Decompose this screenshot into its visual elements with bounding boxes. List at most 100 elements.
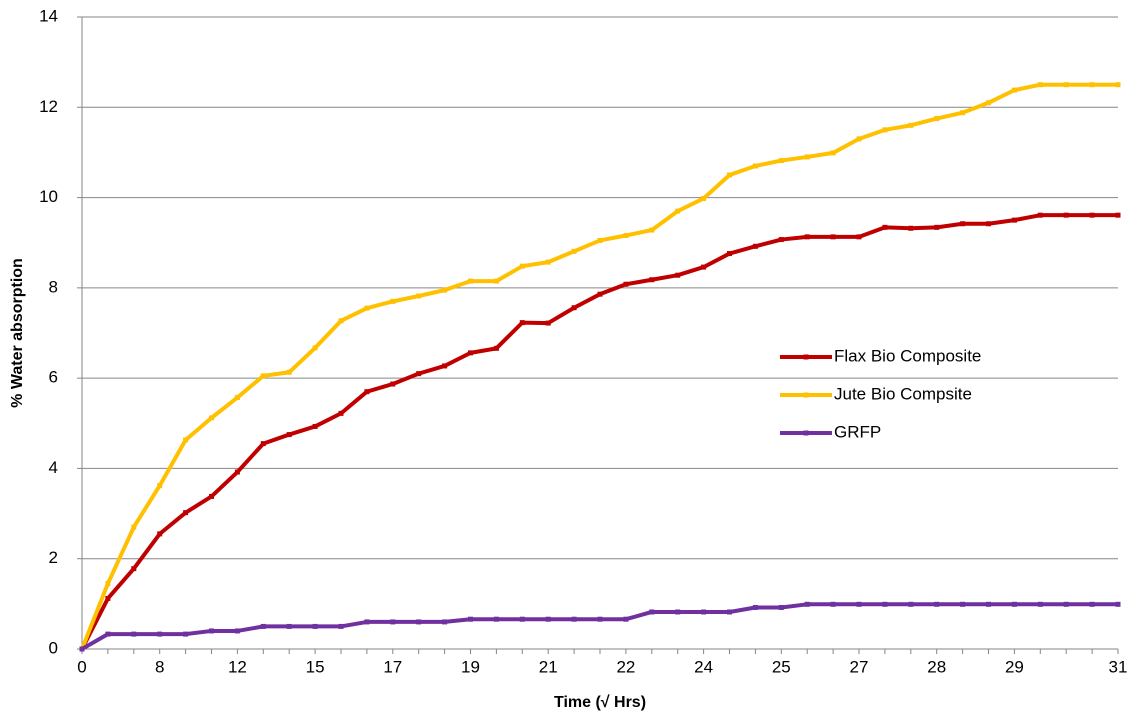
y-tick-label: 8 [49,277,58,296]
point-marker [571,248,577,254]
x-tick-label: 21 [539,657,558,676]
point-marker [1011,87,1017,93]
point-marker [131,631,137,637]
point-marker [856,136,862,142]
point-marker [209,415,214,421]
point-marker [701,264,707,270]
point-marker [157,483,163,489]
y-tick-label: 6 [49,368,58,387]
point-marker [468,616,473,622]
point-marker [597,237,603,243]
x-tick-label: 29 [1005,657,1024,676]
point-marker [727,251,732,257]
point-marker [986,100,991,106]
point-marker [649,227,655,233]
point-marker [571,305,577,311]
point-marker [597,291,603,297]
x-tick-label: 17 [383,657,402,676]
point-marker [1063,82,1069,88]
point-marker [209,493,214,499]
point-marker [571,616,577,622]
point-marker [183,631,189,637]
point-marker [1115,601,1121,607]
point-marker [934,601,940,607]
point-marker [131,566,137,572]
point-marker [338,318,344,324]
point-marker [934,224,940,230]
y-tick-label: 14 [39,6,58,25]
x-tick-label: 12 [228,657,247,676]
y-tick-label: 4 [49,458,58,477]
point-marker [804,601,810,607]
point-marker [390,298,396,304]
point-marker [416,293,422,299]
point-marker [830,234,836,240]
point-marker [856,601,862,607]
point-marker [545,616,551,622]
x-tick-label: 31 [1109,657,1128,676]
point-marker [519,263,525,269]
point-marker [364,305,370,311]
y-tick-label: 2 [49,548,58,567]
point-marker [416,619,422,625]
point-marker [493,345,499,351]
point-marker [986,221,991,227]
x-tick-label: 0 [77,657,86,676]
y-tick-label: 0 [49,638,58,657]
point-marker [312,423,318,429]
point-marker [934,116,940,122]
point-marker [105,581,111,587]
point-marker [701,195,707,201]
point-marker [597,616,603,622]
point-marker [1037,212,1043,218]
point-marker [260,623,266,629]
point-marker [416,371,422,377]
series-line [80,213,1118,650]
point-marker [623,616,629,622]
point-marker [312,345,318,351]
point-marker [804,154,810,160]
point-marker [623,232,629,238]
x-tick-label: 22 [616,657,635,676]
point-marker [701,609,707,615]
point-marker [442,619,448,625]
point-marker [234,469,240,475]
point-marker [1011,601,1017,607]
legend-marker [803,430,809,436]
legend-label: Jute Bio Compsite [834,384,972,403]
point-marker [468,278,473,284]
point-marker [778,158,784,164]
point-marker [286,432,292,438]
point-marker [908,225,914,231]
point-marker [260,441,266,447]
point-marker [675,272,681,278]
point-marker [234,395,240,401]
x-tick-label: 15 [306,657,325,676]
point-marker [1089,212,1095,218]
point-marker [105,595,111,601]
point-marker [338,410,344,416]
point-marker [1037,82,1043,88]
point-marker [338,623,344,629]
point-marker [1063,212,1069,218]
x-tick-label: 8 [155,657,164,676]
point-marker [1037,601,1043,607]
point-marker [364,619,370,625]
point-marker [960,110,966,116]
x-tick-label: 24 [694,657,713,676]
y-axis-title: % Water absorption [9,258,26,408]
point-marker [1063,601,1069,607]
point-marker [519,320,525,326]
point-marker [752,604,758,610]
point-marker [675,208,681,214]
point-marker [882,224,888,230]
x-tick-label: 28 [927,657,946,676]
point-marker [778,237,784,243]
point-marker [545,259,551,265]
point-marker [1089,601,1095,607]
point-marker [209,628,214,634]
point-marker [312,623,318,629]
y-tick-label: 12 [39,97,58,116]
point-marker [908,122,914,128]
